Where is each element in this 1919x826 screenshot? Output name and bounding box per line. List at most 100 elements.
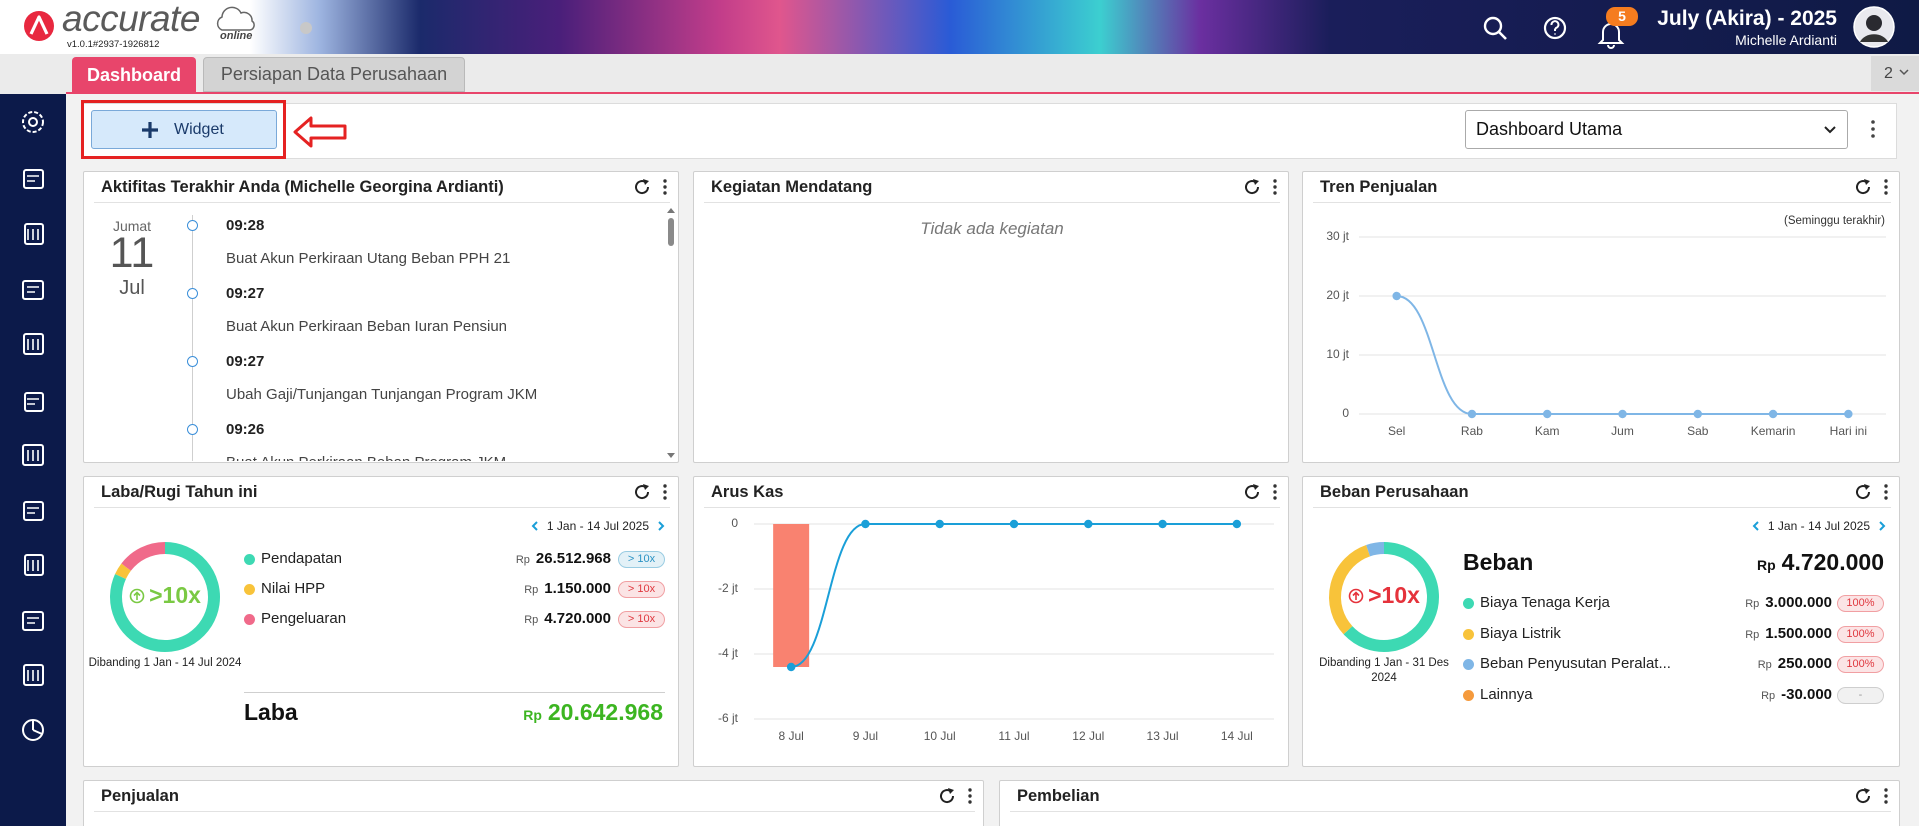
nav-icon[interactable]: [19, 606, 47, 634]
icon-detail: [27, 450, 39, 461]
widget-menu[interactable]: [662, 483, 668, 501]
amount-value: 1.500.000: [1765, 624, 1832, 642]
point: [1844, 409, 1853, 419]
badge: > 10x: [618, 551, 665, 568]
date-range[interactable]: 1 Jan - 14 Jul 2025: [1752, 519, 1886, 533]
widget-menu[interactable]: [1883, 483, 1889, 501]
refresh-icon[interactable]: [1243, 483, 1261, 501]
dot: [1273, 185, 1277, 189]
widget-menu[interactable]: [1272, 483, 1278, 501]
nav-icon[interactable]: [19, 275, 47, 303]
total-value: 20.642.968: [547, 699, 663, 725]
notification-badge[interactable]: 5: [1606, 7, 1638, 26]
x-tick-label: Sab: [1687, 424, 1709, 438]
avatar-head: [1866, 15, 1882, 31]
widget-header-line: [94, 202, 670, 203]
nav-icon[interactable]: [19, 441, 47, 469]
divider: [244, 692, 665, 693]
widget: Penjualan: [83, 780, 984, 826]
nav-icon[interactable]: [19, 551, 47, 579]
chart: 0 10 jt 20 jt 30 jt Sel Rab Kam Jum Sab Kemarin Ha…: [1326, 229, 1886, 438]
legend-dot: [1463, 628, 1474, 640]
date-range[interactable]: 1 Jan - 14 Jul 2025: [531, 519, 665, 533]
tab-active[interactable]: Dashboard: [72, 57, 196, 93]
currency: Rp: [1757, 659, 1772, 671]
widget-header-line: [1010, 811, 1891, 812]
user-name: Michelle Ardianti: [1735, 32, 1837, 48]
y-tick-label: -2 jt: [718, 581, 739, 595]
donut-segment: [110, 542, 220, 652]
refresh-head: [643, 484, 649, 490]
refresh-icon[interactable]: [1854, 787, 1872, 805]
point: [1009, 519, 1019, 529]
x-tick-label: 10 Jul: [924, 729, 956, 743]
x-tick-label: Jum: [1611, 424, 1634, 438]
date-arrow[interactable]: [531, 521, 539, 531]
widget-menu[interactable]: [1883, 178, 1889, 196]
refresh-icon[interactable]: [633, 178, 651, 196]
badge: > 10x: [618, 581, 665, 598]
widget-menu[interactable]: [967, 787, 973, 805]
nav-icon[interactable]: [19, 387, 47, 415]
refresh-icon[interactable]: [633, 483, 651, 501]
search-icon[interactable]: [1482, 15, 1508, 41]
donut-segment: [1329, 544, 1371, 635]
toolbar-menu[interactable]: [1870, 119, 1876, 139]
date-range-text: 1 Jan - 14 Jul 2025: [1767, 519, 1870, 533]
currency: Rp: [515, 554, 530, 566]
refresh: [1856, 485, 1871, 500]
nav-icon[interactable]: [19, 330, 47, 358]
refresh-icon[interactable]: [938, 787, 956, 805]
plus: [142, 122, 158, 138]
plus-icon: [142, 122, 158, 138]
compare-text: Dibanding 1 Jan - 14 Jul 2024: [88, 657, 242, 669]
currency: Rp: [523, 707, 542, 723]
help-icon[interactable]: [1542, 15, 1568, 41]
nav-icon[interactable]: [19, 661, 47, 689]
refresh-icon[interactable]: [1243, 178, 1261, 196]
nav-icon[interactable]: [19, 496, 47, 524]
date-arrow[interactable]: [1878, 521, 1886, 531]
refresh: [1245, 485, 1260, 500]
widget-menu[interactable]: [662, 178, 668, 196]
chev: [1752, 521, 1759, 531]
refresh-icon[interactable]: [1854, 483, 1872, 501]
x-tick-label: Hari ini: [1830, 424, 1867, 438]
icon-box: [23, 169, 44, 189]
timeline-dot: [187, 288, 198, 299]
avatar[interactable]: [1853, 6, 1895, 48]
widget-menu[interactable]: [1272, 178, 1278, 196]
widget-header-line: [94, 811, 975, 812]
ratio: >10x: [105, 582, 225, 609]
badge: > 10x: [618, 611, 665, 628]
nav-icon[interactable]: [19, 164, 47, 192]
widget-button[interactable]: Widget: [91, 110, 277, 149]
arrow: [1352, 590, 1360, 600]
nav-icon[interactable]: [19, 108, 47, 136]
nav-icon[interactable]: [19, 220, 47, 248]
widget-menu[interactable]: [1883, 787, 1889, 805]
tab-overflow[interactable]: 2: [1871, 56, 1919, 91]
version: v1.0.1#2937-1926812: [67, 39, 160, 50]
currency: Rp: [1745, 628, 1760, 641]
y-tick-label: 0: [1342, 406, 1349, 420]
date-arrow[interactable]: [1752, 521, 1760, 531]
logo-icon: [24, 11, 54, 41]
q: [1550, 20, 1560, 35]
refresh-icon[interactable]: [1854, 178, 1872, 196]
x-tick-label: 12 Jul: [1072, 729, 1104, 743]
amount-value: 26.512.968: [535, 550, 611, 567]
date-arrow[interactable]: [657, 521, 665, 531]
y-tick-label: 0: [731, 516, 738, 530]
y-tick-label: -6 jt: [718, 711, 739, 725]
tab[interactable]: Persiapan Data Perusahaan: [203, 57, 465, 92]
ratio-icon: [1348, 588, 1364, 603]
dashboard-select[interactable]: Dashboard Utama: [1465, 110, 1848, 149]
legend-dot: [1463, 598, 1474, 609]
nav-icon[interactable]: [19, 716, 47, 744]
badge: -: [1837, 686, 1884, 704]
cloud: [216, 6, 255, 31]
widget: Pembelian: [999, 780, 1900, 826]
arrow: [133, 590, 141, 600]
